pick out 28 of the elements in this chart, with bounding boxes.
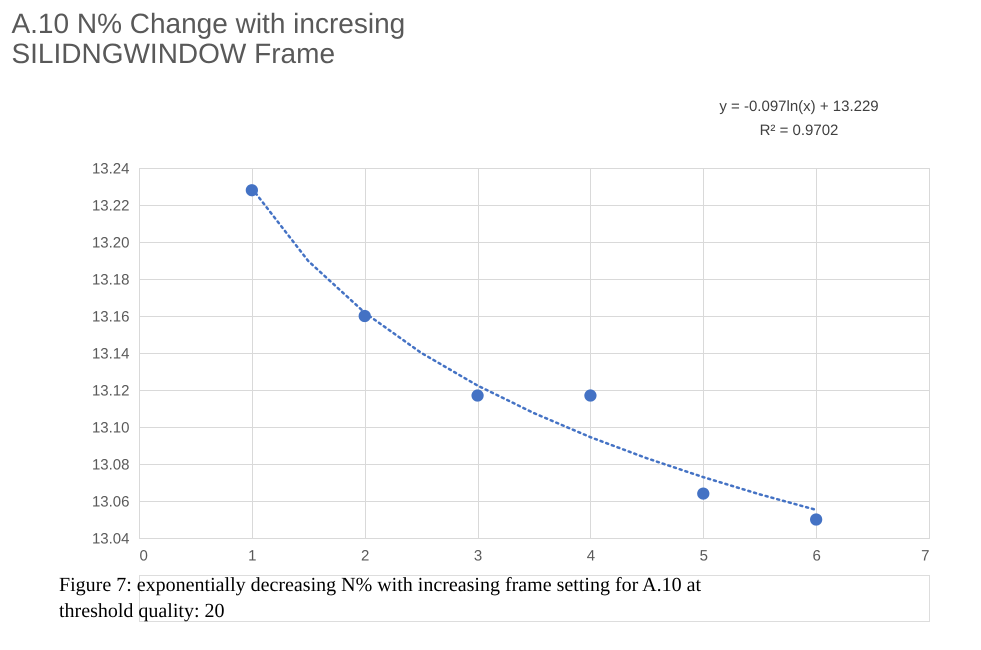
y-tick-label: 13.04 bbox=[92, 530, 130, 548]
caption: Figure 7: exponentially decreasing N% with increasing frame setting for A.10 at threshold quality: 20 bbox=[59, 574, 702, 622]
x-tick-label: 6 bbox=[812, 548, 821, 564]
y-tick-label: 13.20 bbox=[92, 234, 130, 252]
point bbox=[810, 513, 822, 526]
x-tick-label: 0 bbox=[140, 548, 148, 564]
y-tick-label: 13.08 bbox=[92, 456, 130, 474]
point bbox=[471, 389, 484, 402]
y-tick-label: 13.18 bbox=[92, 272, 130, 288]
y-tick-label: 13.24 bbox=[92, 160, 130, 178]
text: R² = 0.9702 bbox=[760, 122, 838, 139]
y-tick-label: 13.06 bbox=[92, 494, 130, 510]
y-tick-label: 13.16 bbox=[92, 308, 130, 326]
point bbox=[697, 487, 710, 500]
y-tick-label: 13.22 bbox=[92, 198, 130, 214]
y-tick-label: 13.14 bbox=[92, 346, 130, 362]
x-tick-label: 4 bbox=[586, 548, 596, 564]
text: y = -0.097ln(x) + 13.229 bbox=[719, 98, 879, 115]
x-tick-label: 1 bbox=[248, 548, 257, 564]
x-tick-label: 3 bbox=[474, 548, 482, 564]
x-tick-label: 2 bbox=[361, 548, 370, 564]
point bbox=[584, 389, 597, 402]
x-tick-label: 7 bbox=[921, 548, 930, 564]
y-tick-label: 13.12 bbox=[92, 382, 130, 400]
y-tick-label: 13.10 bbox=[92, 420, 130, 436]
text: SILIDNGWINDOW Frame bbox=[11, 38, 336, 69]
x-tick-label: 5 bbox=[700, 548, 708, 564]
text: A.10 N% Change with incresing bbox=[11, 8, 406, 39]
